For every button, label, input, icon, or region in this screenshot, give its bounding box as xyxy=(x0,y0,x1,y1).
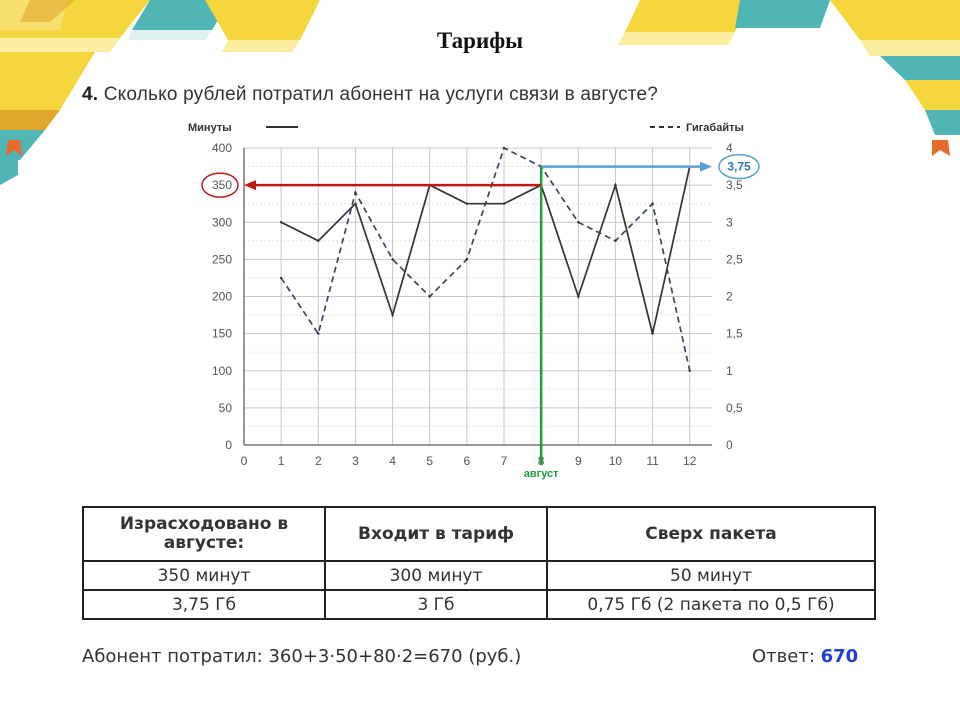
page-title: Тарифы xyxy=(436,28,524,53)
summary-formula: 360+3·50+80·2=670 xyxy=(268,646,463,667)
table-header: Израсходовано в августе: xyxy=(82,506,326,562)
table-header-row: Израсходовано в августе: Входит в тариф … xyxy=(82,506,876,562)
gigabytes-point xyxy=(577,221,580,224)
minutes-point xyxy=(391,313,394,317)
x-tick-label: 7 xyxy=(501,454,508,468)
gigabytes-point xyxy=(317,332,320,335)
minutes-point xyxy=(354,202,357,205)
gigabytes-point xyxy=(651,202,654,205)
minutes-point xyxy=(651,332,654,335)
x-tick-label: 1 xyxy=(278,454,285,468)
x-tick-label: 6 xyxy=(464,454,471,468)
y-left-tick-label: 250 xyxy=(212,252,232,266)
table-row: 350 минут 300 минут 50 минут xyxy=(82,560,876,591)
y-left-tick-label: 0 xyxy=(225,438,232,452)
legend-gigabytes-label: Гигабайты xyxy=(686,122,744,134)
y-left-tick-label: 300 xyxy=(212,215,232,229)
minutes-point xyxy=(317,239,320,243)
gigabytes-point xyxy=(279,276,283,280)
gigabytes-point xyxy=(354,191,357,194)
y-right-tick-label: 0 xyxy=(726,438,733,452)
table-cell: 3 Гб xyxy=(324,589,548,620)
question-number: 4. xyxy=(82,84,99,105)
books-left-edge-icon xyxy=(0,140,22,185)
calculation-table: Израсходовано в августе: Входит в тариф … xyxy=(82,506,876,620)
table-cell: 0,75 Гб (2 пакета по 0,5 Гб) xyxy=(546,589,876,620)
minutes-point xyxy=(465,202,469,205)
table-cell: 3,75 Гб xyxy=(82,589,326,620)
august-label: август xyxy=(524,468,559,480)
x-tick-label: 10 xyxy=(609,454,623,468)
gigabytes-point xyxy=(688,369,691,372)
summary-line: Абонент потратил: 360+3·50+80·2=670 (руб… xyxy=(82,646,521,667)
summary-unit: (руб.) xyxy=(468,646,522,667)
x-tick-label: 12 xyxy=(683,454,697,468)
minutes-line xyxy=(280,166,691,334)
minutes-point xyxy=(279,221,283,224)
books-top-left-icon xyxy=(0,0,150,160)
books-top-right-icon xyxy=(618,0,960,156)
y-right-tick-label: 2,5 xyxy=(726,252,743,266)
table-cell: 300 минут xyxy=(324,560,548,591)
books-top-center-icon xyxy=(128,0,320,52)
blue-arrowhead-icon xyxy=(700,161,712,172)
table-cell: 50 минут xyxy=(546,560,876,591)
summary-label: Абонент потратил: xyxy=(82,646,263,667)
y-left-tick-label: 400 xyxy=(212,141,232,155)
x-tick-label: 4 xyxy=(389,454,396,468)
table-cell: 350 минут xyxy=(82,560,326,591)
y-right-tick-label: 2 xyxy=(726,290,733,304)
gigabytes-point xyxy=(465,258,469,261)
gigabytes-highlight-label: 3,75 xyxy=(727,160,751,174)
y-left-tick-label: 50 xyxy=(219,401,233,415)
table-header: Входит в тариф xyxy=(324,506,548,562)
answer-line: Ответ: 670 xyxy=(752,646,858,667)
answer-value: 670 xyxy=(820,646,859,667)
answer-label: Ответ: xyxy=(752,646,815,667)
y-right-tick-label: 0,5 xyxy=(726,401,743,415)
question-body: Сколько рублей потратил абонент на услуг… xyxy=(103,84,658,105)
minutes-value-circle xyxy=(201,172,239,198)
gigabytes-point xyxy=(614,239,617,243)
y-right-tick-label: 4 xyxy=(726,141,733,155)
tariff-chart: 05010015020025030035040000,511,522,533,5… xyxy=(188,122,760,480)
gigabytes-point xyxy=(428,295,431,298)
gigabytes-line xyxy=(280,146,691,371)
gigabytes-point xyxy=(391,258,394,261)
gigabytes-point xyxy=(502,146,506,150)
y-right-tick-label: 1 xyxy=(726,364,733,378)
minutes-point xyxy=(502,202,506,205)
y-right-tick-label: 3,5 xyxy=(726,178,743,192)
x-tick-label: 2 xyxy=(315,454,322,468)
y-left-tick-label: 350 xyxy=(212,178,232,192)
y-right-tick-label: 1,5 xyxy=(726,327,743,341)
legend-minutes-label: Минуты xyxy=(188,122,232,134)
y-right-tick-label: 3 xyxy=(726,215,733,229)
table-header: Сверх пакета xyxy=(546,506,876,562)
x-tick-label: 11 xyxy=(646,454,659,468)
x-tick-label: 5 xyxy=(426,454,433,468)
y-left-tick-label: 150 xyxy=(212,327,232,341)
question-text: 4. Сколько рублей потратил абонент на ус… xyxy=(82,84,658,106)
x-tick-label: 9 xyxy=(575,454,582,468)
minutes-point xyxy=(577,295,580,298)
minutes-point xyxy=(614,183,617,187)
gigabytes-value-circle xyxy=(718,153,760,180)
x-tick-label: 0 xyxy=(241,454,248,468)
y-left-tick-label: 100 xyxy=(212,364,232,378)
x-tick-label: 3 xyxy=(352,454,359,468)
table-row: 3,75 Гб 3 Гб 0,75 Гб (2 пакета по 0,5 Гб… xyxy=(82,589,876,620)
y-left-tick-label: 200 xyxy=(212,290,232,304)
red-arrowhead-icon xyxy=(244,180,256,191)
